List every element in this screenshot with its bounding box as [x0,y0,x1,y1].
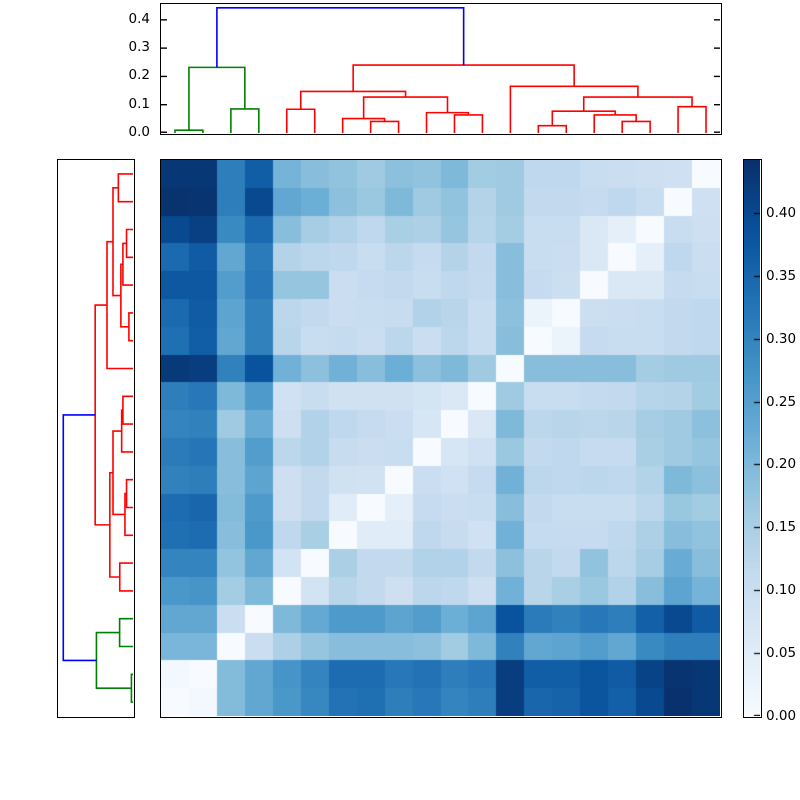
dendrogram-link [128,312,133,342]
dendrogram-link [369,120,400,133]
colorbar-tick-label: 0.35 [766,267,797,284]
dendrogram-link [509,85,639,133]
dendrogram-link [130,673,133,703]
dendrogram-link [621,120,651,133]
colorbar-axes [743,159,762,718]
row-dendrogram-axes [57,159,135,718]
dendrogram-link [677,105,707,133]
dendrogram-link [117,173,133,203]
dendrogram-link [453,114,484,133]
y-axis-tick-label: 0.1 [128,95,150,112]
y-axis-tick-label: 0.4 [128,10,150,27]
dendrogram-link [593,114,637,133]
dendrogram-link [551,110,616,126]
dendrogram-link [188,66,246,131]
heatmap-axes [160,159,722,718]
dendrogram-link [582,96,693,112]
dendrogram-link [352,64,575,92]
dendrogram-link [62,414,97,662]
colorbar-tick-label: 0.15 [766,519,797,536]
dendrogram-link [118,562,133,592]
dendrogram-link [106,240,133,370]
dendrogram-link [120,409,133,453]
colorbar-tick-label: 0.25 [766,393,797,410]
colorbar [744,160,760,716]
y-axis-tick-label: 0.2 [128,67,150,84]
dendrogram-link [112,186,121,297]
column-dendrogram [161,7,720,133]
dendrogram-link [230,108,260,133]
dendrogram-link [362,96,449,119]
dendrogram-link [95,631,132,690]
dendrogram-link [120,263,129,328]
dendrogram-link [109,471,120,578]
dendrogram-link [122,395,133,425]
colorbar-tick-label: 0.20 [766,456,797,473]
colorbar-tick-label: 0.05 [766,645,797,662]
dendrogram-link [125,478,133,509]
y-axis-tick-label: 0.0 [128,124,150,140]
colorbar-tick-label: 0.00 [766,708,797,724]
dendrogram-link [118,617,133,648]
heatmap [161,160,720,716]
colorbar-tick-label: 0.10 [766,582,797,599]
dendrogram-link [174,129,204,133]
colorbar-tick-label: 0.40 [766,204,797,221]
y-axis-tick-label: 0.3 [128,39,150,56]
dendrogram-link [299,90,407,110]
row-dendrogram [62,173,133,703]
colorbar-tick-label: 0.30 [766,330,797,347]
dendrogram-link [122,242,133,286]
dendrogram-link [216,7,465,68]
dendrogram-link [125,228,133,259]
dendrogram-link [537,124,568,133]
dendrogram-link [285,108,316,133]
dendrogram-link [112,430,125,516]
column-dendrogram-axes [160,3,722,135]
